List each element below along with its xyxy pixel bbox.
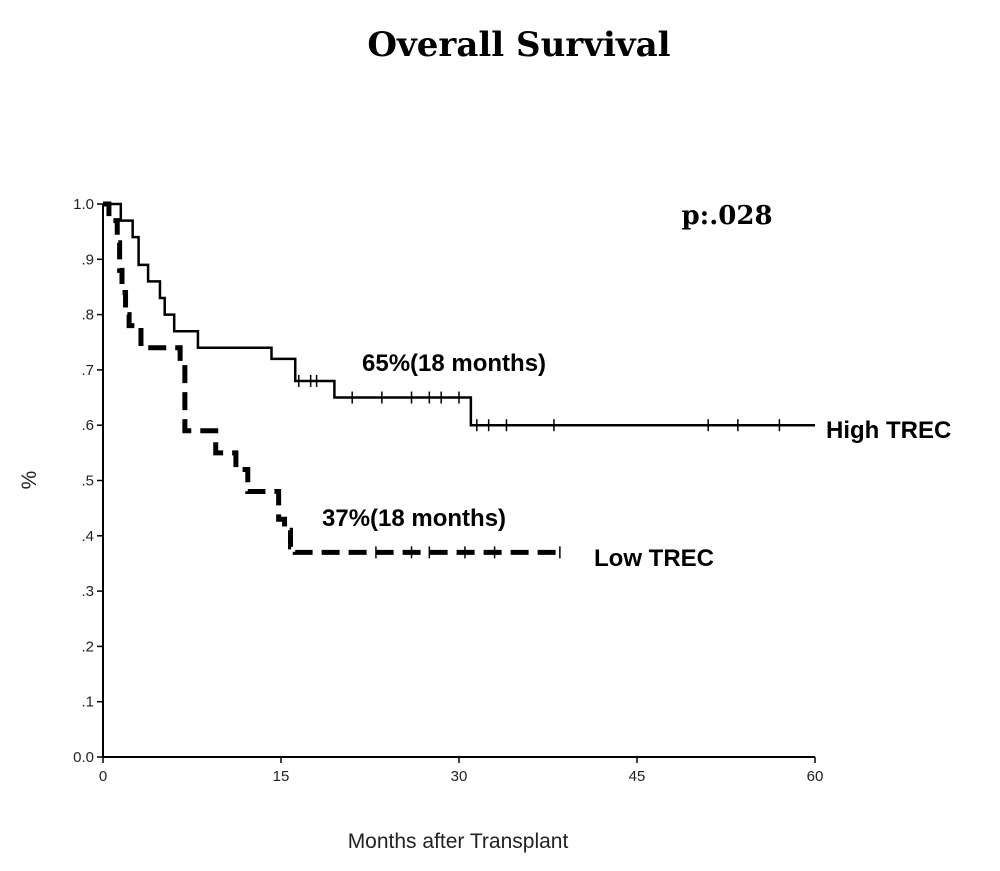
x-tick-label: 0 [99, 768, 107, 785]
y-axis-label: % [18, 471, 41, 490]
p-value-label: p:.028 [681, 201, 772, 231]
x-tick-label: 60 [807, 768, 824, 785]
y-tick-label: 0.0 [73, 749, 94, 766]
x-tick-label: 45 [629, 768, 646, 785]
y-tick-label: .6 [81, 417, 94, 434]
x-tick-label: 15 [273, 768, 290, 785]
high-trec-survival-curve [103, 202, 815, 427]
chart-title: Overall Survival [367, 25, 670, 65]
x-tick-group: 0 15 30 45 60 [99, 757, 824, 785]
y-tick-label: .9 [81, 251, 94, 268]
low-trec-annotation: 37%(18 months) [322, 505, 506, 532]
series-layer [103, 201, 815, 559]
low-trec-survival-curve [103, 201, 560, 555]
y-tick-group: 0.0 .1 .2 .3 .4 .5 .6 .7 .8 .9 1.0 [73, 196, 103, 766]
y-tick-label: 1.0 [73, 196, 94, 213]
low-trec-label: Low TREC [594, 545, 714, 572]
high-trec-label: High TREC [826, 417, 951, 444]
y-tick-label: .4 [81, 528, 94, 545]
y-tick-label: .2 [81, 638, 94, 655]
y-tick-label: .5 [81, 473, 94, 490]
y-tick-label: .3 [81, 583, 94, 600]
x-tick-label: 30 [451, 768, 468, 785]
y-tick-label: .7 [81, 362, 94, 379]
x-axis-label: Months after Transplant [348, 830, 569, 853]
y-tick-label: .8 [81, 307, 94, 324]
y-tick-label: .1 [81, 694, 94, 711]
high-trec-annotation: 65%(18 months) [362, 350, 546, 377]
